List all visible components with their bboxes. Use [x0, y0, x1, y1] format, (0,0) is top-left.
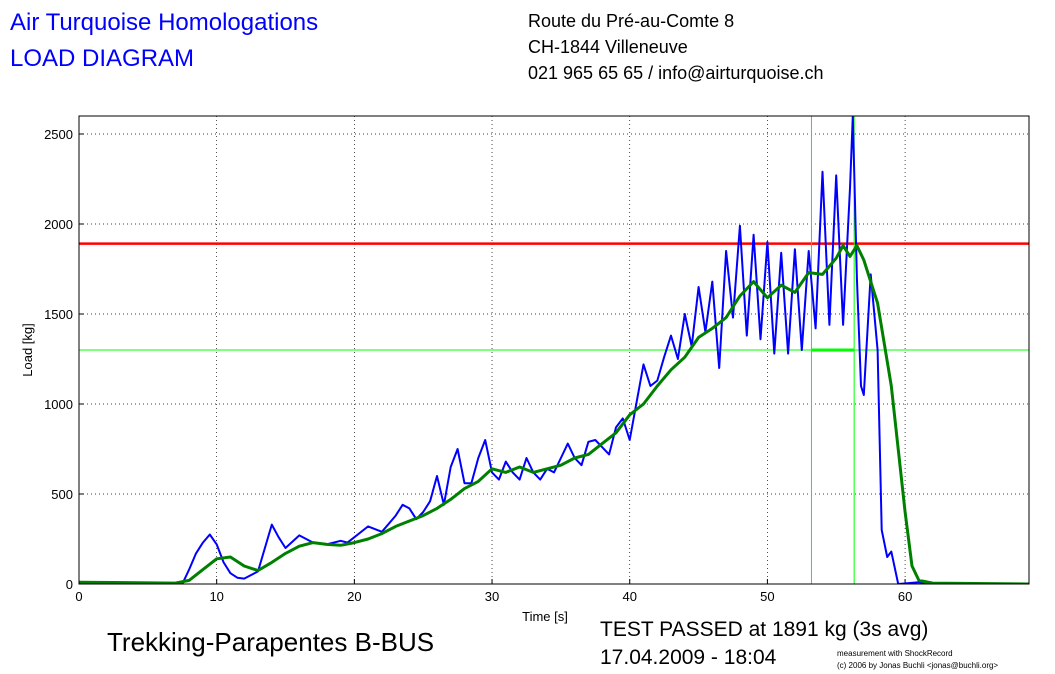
x-tick-label: 50 [760, 589, 774, 604]
test-result: TEST PASSED at 1891 kg (3s avg) [600, 618, 928, 641]
y-tick-label: 1500 [44, 307, 73, 322]
address-line: CH-1844 Villeneuve [528, 37, 688, 57]
x-tick-label: 0 [75, 589, 82, 604]
y-axis-label: Load [kg] [20, 323, 35, 377]
x-tick-label: 60 [898, 589, 912, 604]
y-tick-label: 2000 [44, 217, 73, 232]
chart-subtitle: LOAD DIAGRAM [10, 45, 194, 72]
x-tick-label: 20 [347, 589, 361, 604]
y-tick-label: 2500 [44, 127, 73, 142]
credit: measurement with ShockRecord [837, 649, 953, 658]
x-tick-label: 40 [622, 589, 636, 604]
credit: (c) 2006 by Jonas Buchli <jonas@buchli.o… [837, 661, 998, 670]
plot-frame [78, 115, 1030, 585]
chart-title: Air Turquoise Homologations [10, 9, 318, 36]
data-line [79, 244, 1029, 584]
x-axis-label: Time [s] [522, 609, 568, 624]
y-tick-label: 0 [66, 577, 73, 592]
plot-area [79, 116, 1029, 584]
y-tick-label: 1000 [44, 397, 73, 412]
address-line: Route du Pré-au-Comte 8 [528, 11, 734, 31]
y-tick-label: 500 [51, 487, 73, 502]
address-line: 021 965 65 65 / info@airturquoise.ch [528, 63, 823, 83]
test-date: 17.04.2009 - 18:04 [600, 646, 777, 669]
x-tick-label: 30 [485, 589, 499, 604]
x-tick-label: 10 [209, 589, 223, 604]
product-name: Trekking-Parapentes B-BUS [107, 627, 434, 657]
